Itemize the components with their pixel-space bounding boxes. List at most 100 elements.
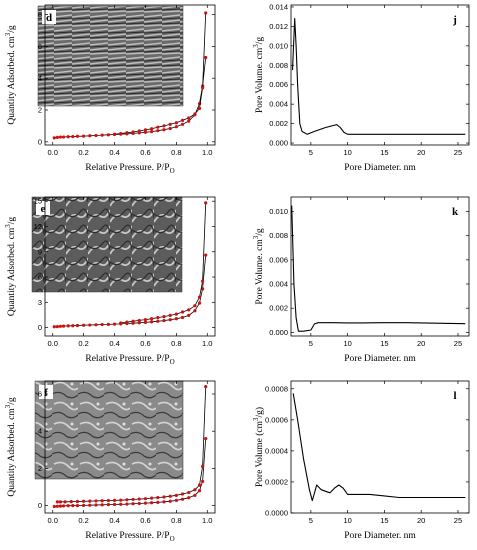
panel-f-x-tick-label: 0.6 [140, 516, 150, 525]
panel-e-series-1-point [204, 201, 208, 205]
panel-f-series-0-point [180, 497, 185, 501]
panel-k-y-tick-label: 0.000 [269, 328, 288, 337]
panel-l-y-tick-label: 0.0000 [265, 509, 288, 518]
panel-f-series-1-point [162, 495, 166, 499]
panel-f-series-0-point [94, 503, 98, 507]
panel-f-series-0-point [119, 502, 123, 506]
panel-f-series-0-point [143, 501, 148, 505]
panel-l-series-0-line [292, 393, 466, 502]
panel-e-series-0-point [180, 315, 185, 320]
panel-f-series-1-point [197, 483, 202, 487]
panel-e-series-0-point [106, 322, 110, 326]
panel-j-y-axis-label-sup: 3 [252, 44, 260, 48]
panel-e-series-0-point [156, 319, 160, 323]
panel-f-y-axis-label-sup: 3 [4, 404, 12, 408]
panel-f-series-0-point [61, 504, 66, 508]
panel-f-series-0-point [112, 502, 117, 507]
panel-k-y-tick-label: 0.008 [269, 231, 288, 240]
panel-d-x-axis-label-sub: O [170, 167, 175, 175]
panel-e-x-tick-label: 0.4 [109, 339, 119, 348]
panel-d-series-0-point [150, 130, 154, 134]
panel-k-y-axis-label: Pore Volume. cm3/g [252, 228, 265, 304]
panel-f-series-0-point [174, 498, 178, 502]
panel-k-y-tick-label: 0.002 [269, 304, 288, 313]
panel-k-series-0-line [291, 205, 466, 332]
panel-f-series-1-point [204, 384, 208, 389]
panel-e-series-1-point [143, 317, 148, 322]
panel-f-y-tick-label: 2 [38, 464, 42, 473]
panel-e-y-tick-label: 3 [38, 298, 42, 307]
panel-j-x-tick-label: 20 [417, 148, 425, 157]
panel-e-series-1-point [156, 316, 160, 320]
panel-f-series-0-point [204, 437, 208, 441]
panel-f-series-0-point [75, 503, 80, 508]
panel-d-sem-inset-border [37, 5, 184, 107]
panel-j-y-axis-label: Pore Volume. cm3/g [252, 37, 265, 113]
panel-l-y-axis-label: Pore Volume (cm3/g) [252, 407, 265, 487]
panel-e-sem-inset [32, 197, 182, 292]
panel-d-y-axis-label-tail: /g [7, 25, 17, 33]
panel-e-series-1-point [137, 318, 141, 323]
panel-d-letter: d [46, 12, 52, 24]
panel-d-series-0-point [204, 55, 208, 60]
panel-d-axes-frame [44, 4, 216, 146]
panel-j-y-tick-label: 0.004 [269, 100, 288, 109]
panel-j-x-tick-label: 5 [309, 148, 313, 157]
panel-e-series-1-point [197, 295, 202, 299]
panel-f-series-0-point [201, 479, 205, 483]
panel-e-series-0-point [143, 320, 148, 324]
panel-e-axes-frame [44, 196, 216, 337]
panel-j-x-axis-label: Pore Diameter. nm [344, 163, 416, 173]
panel-d-series-1-point [180, 118, 185, 122]
panel-d-series-0-point [156, 129, 160, 133]
panel-f-series-1-point [168, 494, 172, 498]
panel-d-series-0-point [94, 133, 98, 138]
panel-e-series-0-point [88, 323, 92, 327]
panel-d-series-1-point [150, 127, 154, 131]
panel-e-series-0-point [58, 324, 63, 328]
panel-d-series-0-point [162, 128, 166, 132]
panel-e-series-1-point [201, 279, 205, 283]
panel-e-x-tick-label: 0.0 [48, 339, 58, 348]
panel-d-series-1-point [112, 132, 117, 136]
panel-d-series-0-point [61, 135, 66, 139]
panel-j-y-tick-label: 0.008 [269, 61, 288, 70]
panel-f-series-1-point [94, 499, 98, 503]
panel-f-series-0-point [197, 489, 202, 493]
panel-d-series-1-point [119, 131, 123, 136]
panel-d-y-tick-label: 2 [38, 106, 42, 115]
panel-d-series-1-point [143, 128, 148, 132]
panel-f: f 0.0 0.2 0.4 0.6 0.8 1.0 0 2 4 6 Relative Pressure… [4, 380, 216, 543]
panel-e-series-0-point [137, 321, 141, 325]
panels-layer: d 0.0 0.2 0.4 0.6 0.8 1.0 0 2 4 6 8 Relative Pressur… [4, 2, 470, 543]
panel-e-x-axis-label-sub: O [170, 358, 175, 366]
panel-f-x-tick-label: 0.2 [78, 516, 88, 525]
panel-k: 5 10 15 20 25 0.000 0.002 0.004 0.006 0.008 0.010 P… [252, 196, 470, 364]
panel-e-series-0-point [201, 287, 205, 291]
panel-d-y-axis-label-sup: 3 [4, 32, 12, 36]
panel-k-y-axis-label-tail: /g [255, 228, 265, 236]
panel-f-series-0-point [168, 499, 172, 503]
panel-d-y-tick-label: 4 [38, 74, 42, 83]
panel-d-letter-box [42, 10, 56, 24]
panel-j-y-tick-label: 0.006 [269, 80, 288, 89]
panel-d-x-tick-label: 0.8 [171, 148, 181, 157]
panel-l-x-axis-label: Pore Diameter. nm [344, 531, 416, 541]
panel-l-letter: l [453, 390, 456, 402]
panel-f-series-1-point [150, 496, 154, 500]
panel-e-x-tick-label: 0.8 [171, 339, 181, 348]
panel-d-series-1-point [201, 86, 205, 90]
panel-e-y-tick-label: 9 [38, 247, 42, 256]
panel-j-x-tick-label: 15 [380, 148, 388, 157]
panel-k-x-tick-label: 5 [309, 339, 313, 348]
panel-f-series-0-point [162, 500, 166, 504]
panel-e-series-0-point [174, 317, 178, 321]
panel-f-series-1-point [143, 497, 148, 501]
panel-d-series-1-point [162, 124, 166, 128]
panel-e-series-0-point [162, 318, 166, 323]
panel-d-series-0-point [71, 134, 75, 139]
panel-j-y-axis-label-tail: /g [255, 37, 265, 45]
panel-f-y-tick-label: 4 [38, 427, 42, 436]
panel-f-x-tick-label: 0.8 [171, 516, 181, 525]
panel-f-letter: f [44, 387, 48, 399]
